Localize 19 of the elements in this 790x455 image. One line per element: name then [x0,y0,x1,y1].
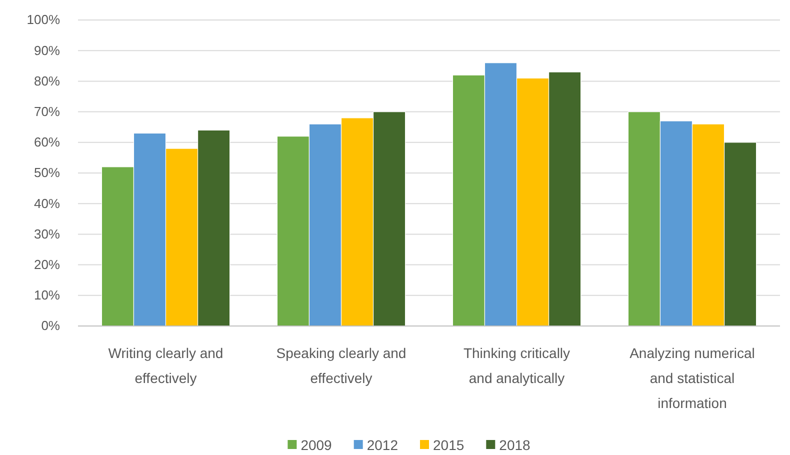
y-tick-label: 20% [34,256,60,272]
y-tick-label: 60% [34,134,60,150]
x-tick-label: Speaking clearly and effectively [276,345,406,386]
y-tick-label: 10% [34,288,60,303]
y-tick-label: 40% [34,196,60,211]
x-tick-label: Thinking critically and analytically [463,345,570,386]
y-tick-label: 0% [41,318,60,334]
y-tick-label: 90% [34,42,60,58]
y-tick-label: 80% [34,73,60,88]
y-tick-label: 100% [26,12,60,28]
y-tick-label: 70% [34,104,60,119]
y-tick-label: 30% [34,226,60,242]
legend-label: 2015 [433,436,464,453]
legend-label: 2009 [300,436,332,453]
x-tick-label: Analyzing numerical and statistical information [630,345,755,411]
y-tick-label: 50% [34,165,60,180]
legend-label: 2018 [499,436,531,453]
x-tick-label: Writing clearly and effectively [108,345,224,386]
legend-label: 2012 [366,436,398,453]
